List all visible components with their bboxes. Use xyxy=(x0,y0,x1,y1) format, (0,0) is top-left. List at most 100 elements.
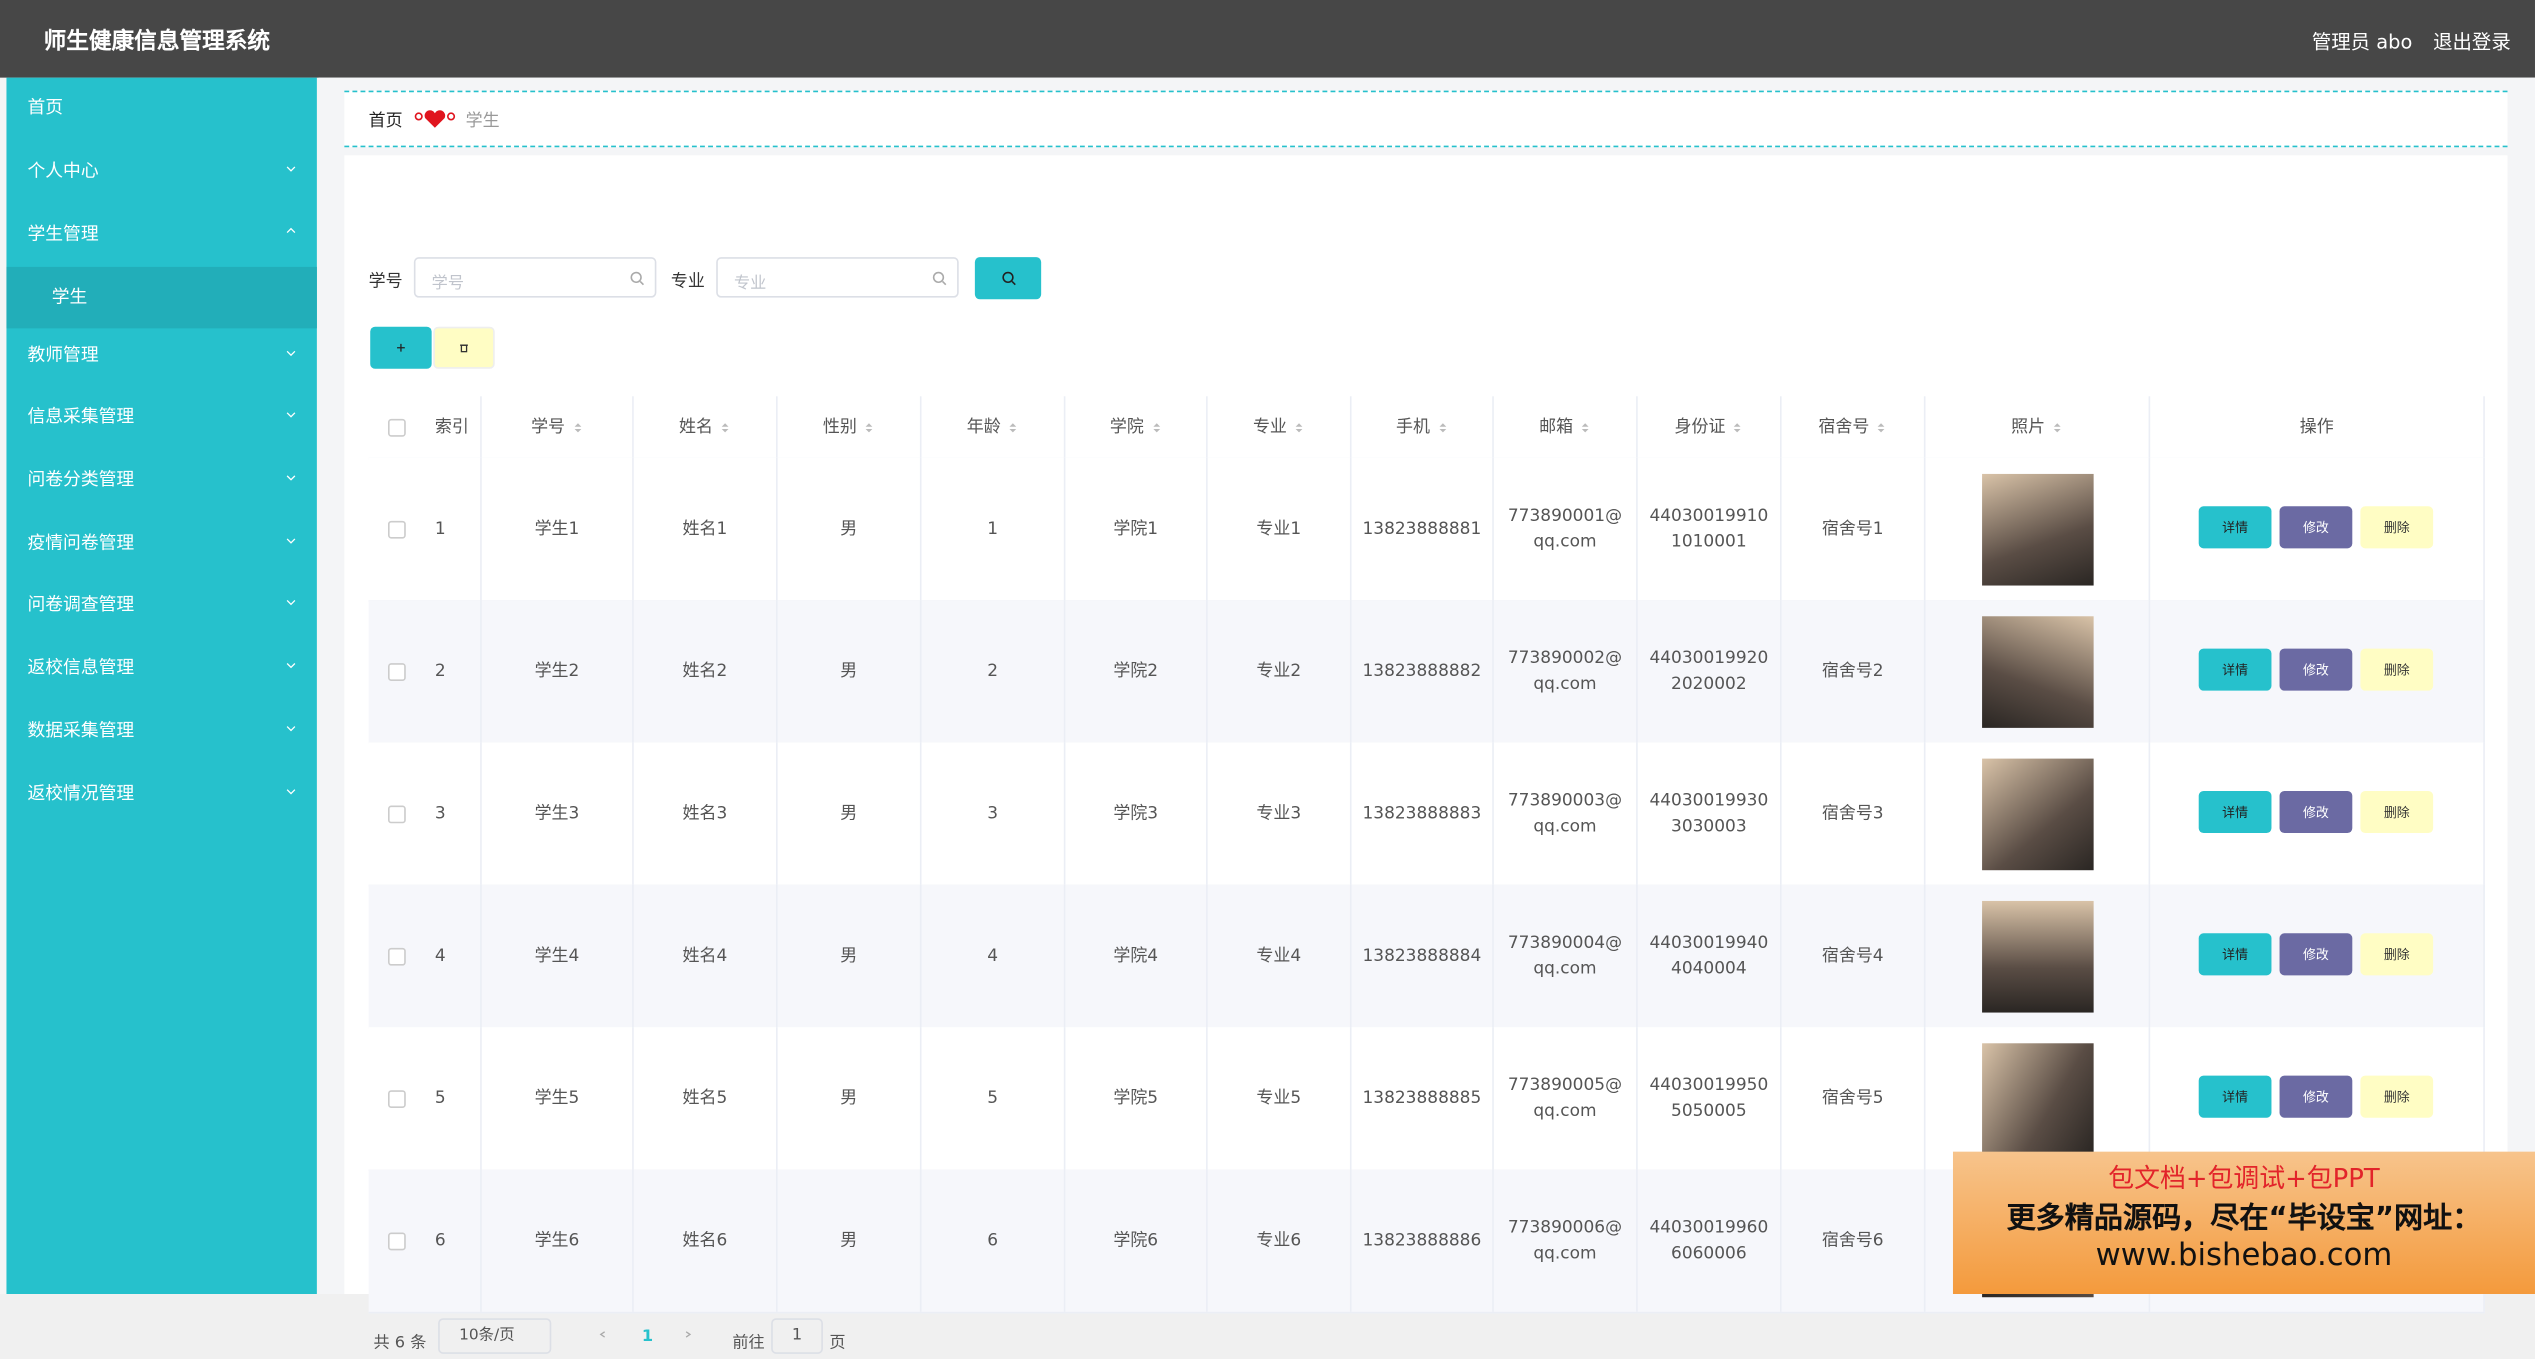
checkbox[interactable] xyxy=(388,520,406,539)
menu-item[interactable]: 问卷分类管理 xyxy=(6,450,316,511)
column-header[interactable]: 身份证 xyxy=(1638,396,1782,458)
column-header[interactable]: 姓名 xyxy=(634,396,778,458)
icon-svg xyxy=(286,227,296,234)
add-button[interactable] xyxy=(370,326,432,369)
column-header[interactable]: 年龄 xyxy=(922,396,1066,458)
icon-svg xyxy=(685,1331,692,1338)
checkbox[interactable] xyxy=(388,663,406,681)
column-header[interactable]: 学号 xyxy=(482,396,634,458)
icon xyxy=(1001,270,1017,286)
menu-item[interactable]: 数据采集管理 xyxy=(6,700,316,761)
menu-item[interactable]: 个人中心 xyxy=(6,141,316,202)
column-header[interactable]: 宿舍号 xyxy=(1782,396,1926,458)
table-cell: 13823888884 xyxy=(1352,884,1494,1028)
action-button[interactable]: 删除 xyxy=(2360,933,2434,976)
icon xyxy=(458,341,471,354)
action-button[interactable]: 删除 xyxy=(2360,648,2434,691)
search-button[interactable] xyxy=(974,257,1042,300)
icon-svg xyxy=(1878,422,1885,432)
action-button[interactable]: 详情 xyxy=(2198,1075,2272,1118)
table-cell: 专业3 xyxy=(1208,742,1352,885)
menu-item[interactable]: 疫情问卷管理 xyxy=(6,513,316,574)
search-input[interactable]: 学号 xyxy=(413,257,657,298)
search-input[interactable]: 专业 xyxy=(716,257,959,298)
icon xyxy=(264,784,298,797)
action-button[interactable]: 删除 xyxy=(2360,790,2434,834)
action-button[interactable]: 修改 xyxy=(2279,790,2353,834)
menu-item[interactable]: 信息采集管理 xyxy=(6,387,316,448)
action-button[interactable]: 详情 xyxy=(2198,933,2272,976)
table-cell: 773890004@qq.com xyxy=(1494,884,1638,1028)
icon-svg xyxy=(460,344,468,353)
menu-item[interactable]: 返校信息管理 xyxy=(6,637,316,698)
crumb-home[interactable]: 首页 xyxy=(368,111,403,132)
icon xyxy=(264,534,298,547)
column-header[interactable]: 照片 xyxy=(1925,396,2151,458)
column-header[interactable]: 性别 xyxy=(778,396,922,458)
delete-button[interactable] xyxy=(433,326,495,369)
table-cell: 2 xyxy=(922,600,1066,743)
menu-item[interactable]: 教师管理 xyxy=(6,325,316,386)
action-button[interactable]: 修改 xyxy=(2279,1075,2353,1118)
table-cell: 4 xyxy=(425,884,482,1028)
action-button[interactable]: 删除 xyxy=(2360,1075,2434,1118)
checkbox[interactable] xyxy=(388,1090,406,1108)
table-cell: 宿舍号2 xyxy=(1782,600,1926,743)
column-header[interactable]: 专业 xyxy=(1208,396,1352,458)
placeholder: 学号 xyxy=(431,274,464,293)
action-cell xyxy=(2150,742,2485,885)
column-header[interactable]: 手机 xyxy=(1352,396,1494,458)
icon xyxy=(264,346,298,359)
action-button[interactable]: 详情 xyxy=(2198,648,2272,691)
goto-input[interactable]: 1 xyxy=(771,1318,823,1354)
checkbox[interactable] xyxy=(388,418,406,437)
action-button[interactable]: 详情 xyxy=(2198,506,2272,549)
icon xyxy=(1007,421,1018,432)
icon-svg xyxy=(1009,422,1017,432)
icon xyxy=(1293,421,1304,432)
action-button[interactable]: 删除 xyxy=(2360,506,2434,549)
action-button[interactable]: 详情 xyxy=(2198,790,2272,834)
action-button[interactable]: 修改 xyxy=(2279,506,2353,549)
menu-item[interactable]: 学生管理 xyxy=(6,204,316,265)
table-row: 2 学生2 姓名2 男 2 学院2 专业2 13823888882 773890002@qq.c… xyxy=(368,600,2485,745)
table-row: 3 学生3 姓名3 男 3 学院3 专业3 13823888883 773890003@qq.c… xyxy=(368,742,2485,887)
menu-item[interactable]: 问卷调查管理 xyxy=(6,574,316,635)
photo-cell xyxy=(1925,884,2151,1028)
icon-svg xyxy=(1734,422,1741,432)
page-size[interactable]: 10条/页 xyxy=(438,1318,552,1354)
menu-item[interactable]: 返校情况管理 xyxy=(6,763,316,824)
table-cell: 1 xyxy=(922,457,1066,601)
watermark-line: 包文档+包调试+包PPT xyxy=(2108,1162,2380,1194)
checkbox[interactable] xyxy=(388,805,406,824)
table-cell: 男 xyxy=(778,1027,922,1170)
column-header[interactable]: 邮箱 xyxy=(1494,396,1638,458)
checkbox[interactable] xyxy=(388,947,406,966)
photo xyxy=(1981,900,2093,1012)
column-header[interactable]: 学院 xyxy=(1065,396,1208,458)
table-cell: 专业5 xyxy=(1208,1027,1352,1170)
breadcrumb: 首页 学生 xyxy=(344,90,2508,148)
icon-svg xyxy=(1581,422,1589,432)
submenu-item[interactable]: 学生 xyxy=(6,266,317,329)
table-cell: 440300199101010001 xyxy=(1638,457,1782,601)
current-page[interactable]: 1 xyxy=(641,1327,654,1346)
table-cell: 学院3 xyxy=(1065,742,1208,885)
action-button[interactable]: 修改 xyxy=(2279,933,2353,976)
icon-svg xyxy=(1438,422,1446,432)
icon xyxy=(1436,421,1447,432)
icon-svg xyxy=(1295,422,1303,432)
table-cell: 6 xyxy=(425,1169,482,1312)
checkbox[interactable] xyxy=(388,1232,406,1251)
table-cell: 13823888883 xyxy=(1352,742,1494,885)
icon xyxy=(682,1328,695,1341)
icon xyxy=(264,162,298,175)
action-button[interactable]: 修改 xyxy=(2279,648,2353,691)
table-cell: 男 xyxy=(778,1169,922,1312)
logout[interactable]: 退出登录 xyxy=(2433,30,2511,54)
menu-item[interactable]: 首页 xyxy=(27,97,64,119)
table-cell: 5 xyxy=(922,1027,1066,1170)
icon xyxy=(264,658,298,671)
action-cell xyxy=(2150,1027,2485,1170)
icon xyxy=(719,421,730,432)
